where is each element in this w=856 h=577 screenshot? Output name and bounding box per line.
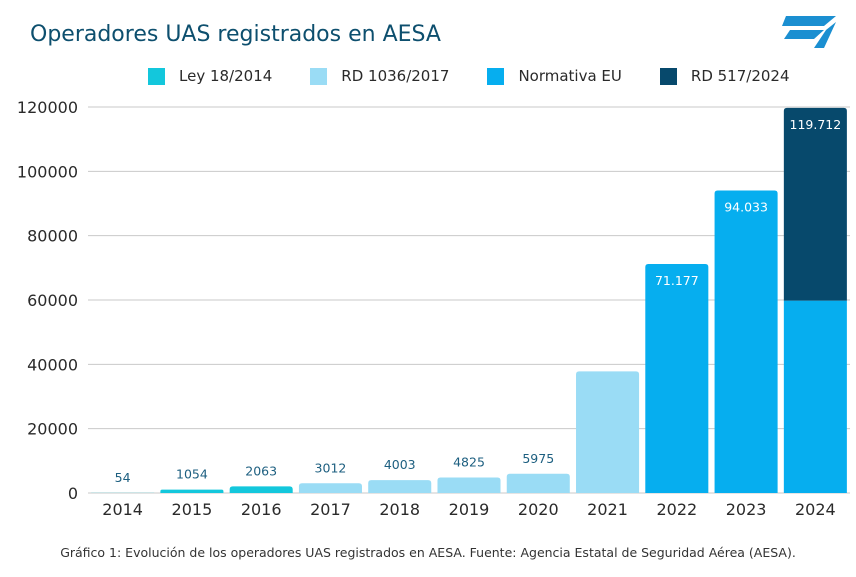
bar-segment	[368, 480, 432, 493]
x-tick-label: 2020	[518, 500, 559, 519]
bar-segment	[645, 264, 709, 493]
y-tick-label: 20000	[27, 420, 78, 439]
y-tick-label: 60000	[27, 291, 78, 310]
bar-segment	[437, 477, 501, 493]
legend-swatch-rd-517-2024	[659, 67, 677, 85]
bar-segment	[783, 300, 847, 493]
data-label: 1054	[176, 467, 208, 482]
bar-segment	[160, 489, 224, 493]
x-tick-label: 2015	[172, 500, 213, 519]
data-label: 4825	[453, 454, 485, 469]
bar-segment	[229, 486, 293, 493]
x-tick-label: 2021	[587, 500, 628, 519]
legend-item-ley-18-2014: Ley 18/2014	[148, 67, 272, 85]
legend-item-rd-1036-2017: RD 1036/2017	[310, 67, 449, 85]
y-tick-label: 80000	[27, 227, 78, 246]
x-tick-label: 2024	[795, 500, 836, 519]
legend-label: RD 1036/2017	[341, 67, 450, 85]
y-tick-label: 100000	[17, 162, 78, 181]
data-label: 71.177	[655, 273, 699, 288]
y-tick-label: 120000	[17, 98, 78, 117]
data-label: 119.712	[790, 117, 842, 132]
legend-swatch-ley-18-2014	[148, 67, 165, 85]
bar-segment	[714, 190, 778, 494]
x-tick-label: 2014	[102, 500, 143, 519]
legend-label: RD 517/2024	[690, 67, 790, 85]
aesa-logo-icon	[782, 16, 836, 48]
x-tick-label: 2017	[310, 500, 351, 519]
data-label: 4003	[384, 457, 416, 472]
bar-segment	[576, 371, 640, 493]
data-label: 5975	[522, 451, 554, 466]
bar-segment	[506, 473, 570, 493]
figure-caption: Gráfico 1: Evolución de los operadores U…	[60, 545, 796, 560]
legend-label: Normativa EU	[518, 67, 622, 85]
x-tick-label: 2018	[379, 500, 420, 519]
bar-segment	[783, 107, 847, 301]
chart-legend: Ley 18/2014 RD 1036/2017 Normativa EU RD…	[148, 64, 828, 88]
legend-item-rd-517-2024: RD 517/2024	[659, 67, 790, 85]
x-tick-label: 2022	[656, 500, 697, 519]
data-label: 94.033	[724, 200, 768, 215]
y-tick-label: 40000	[27, 355, 78, 374]
x-tick-label: 2019	[449, 500, 490, 519]
legend-label: Ley 18/2014	[179, 67, 273, 85]
data-label: 3012	[315, 460, 347, 475]
data-label: 2063	[245, 463, 277, 478]
data-label: 54	[115, 470, 131, 485]
legend-swatch-rd-1036-2017	[310, 67, 328, 85]
y-tick-label: 0	[68, 484, 78, 503]
x-tick-label: 2023	[726, 500, 767, 519]
legend-swatch-normativa-eu	[487, 67, 505, 85]
x-tick-label: 2016	[241, 500, 282, 519]
chart-title: Operadores UAS registrados en AESA	[30, 22, 441, 47]
bar-segment	[298, 483, 362, 493]
legend-item-normativa-eu: Normativa EU	[487, 67, 622, 85]
